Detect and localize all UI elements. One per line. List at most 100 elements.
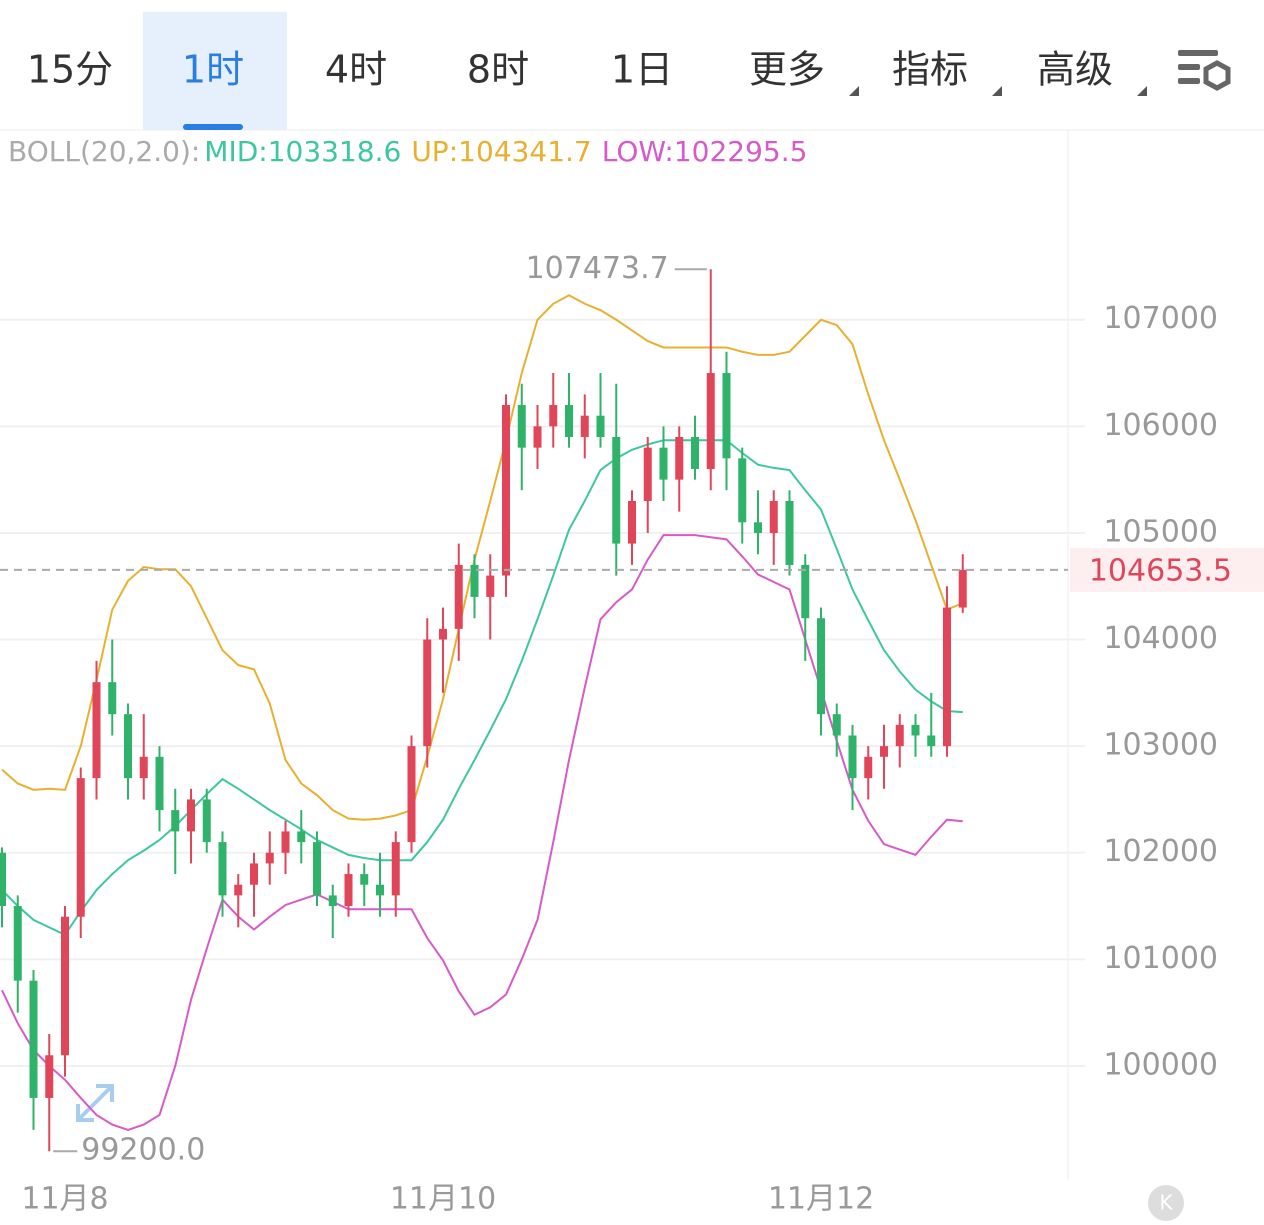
x-tick-label: 11月10 xyxy=(390,1182,496,1217)
candle-body xyxy=(848,735,857,779)
candle-body xyxy=(958,569,967,608)
tab[interactable]: 15分 xyxy=(27,48,113,92)
candle-body xyxy=(297,831,306,843)
candle-body xyxy=(911,724,920,736)
tab-indicator xyxy=(183,124,243,130)
candle-body xyxy=(124,714,132,779)
candle-body xyxy=(0,852,6,907)
y-tick-label: 103000 xyxy=(1103,728,1218,763)
y-tick-label: 105000 xyxy=(1103,514,1218,549)
candle-body xyxy=(927,735,936,747)
candle-body xyxy=(643,447,652,501)
candle-body xyxy=(391,842,400,896)
legend-entry: UP:104341.7 xyxy=(411,135,591,168)
candle-body xyxy=(612,437,621,544)
dropdown-caret xyxy=(992,86,1002,96)
candle-body xyxy=(313,842,321,896)
band-line xyxy=(1,439,963,937)
candle-body xyxy=(344,874,353,907)
y-tick-label: 106000 xyxy=(1103,408,1218,443)
candle-body xyxy=(628,500,636,544)
candle-body xyxy=(754,522,762,533)
candle-body xyxy=(580,415,589,438)
candle-body xyxy=(533,426,542,448)
candle-body xyxy=(943,607,951,747)
candle-body xyxy=(155,756,164,811)
candle-body xyxy=(218,842,227,896)
candle-body xyxy=(423,639,432,747)
candle-body xyxy=(895,724,904,747)
candle-body xyxy=(45,1055,54,1098)
candle-body xyxy=(675,437,684,480)
min-label: 99200.0 xyxy=(81,1133,205,1168)
settings-icon[interactable] xyxy=(1178,50,1231,91)
dropdown-caret xyxy=(1137,86,1147,96)
candle-body xyxy=(817,618,825,715)
band-line xyxy=(1,534,963,1131)
tab[interactable]: 1日 xyxy=(611,48,673,92)
tab[interactable]: 8时 xyxy=(467,48,529,92)
tab-selected-bg xyxy=(143,12,287,130)
candle-body xyxy=(360,874,369,885)
candle-body xyxy=(691,437,699,469)
tab[interactable]: 指标 xyxy=(892,48,968,92)
candle-body xyxy=(486,575,495,597)
candle-body xyxy=(502,405,510,576)
candle-body xyxy=(549,405,558,427)
scroll-end-icon: K xyxy=(1159,1191,1173,1215)
candle-body xyxy=(706,373,715,469)
candle-body xyxy=(722,373,731,459)
candle-body xyxy=(328,895,337,907)
indicator-legend: BOLL(20,2.0): MID:103318.6 UP:104341.7 LOW:… xyxy=(8,135,807,168)
candle-body xyxy=(785,500,794,565)
candle-body xyxy=(864,756,873,779)
candle-body xyxy=(61,916,69,1056)
candle-body xyxy=(13,906,22,981)
x-tick-label: 11月8 xyxy=(21,1182,108,1217)
y-tick-label: 100000 xyxy=(1103,1047,1218,1082)
candle-body xyxy=(565,405,573,438)
candle-body xyxy=(234,884,243,896)
candle-body xyxy=(596,415,605,438)
candle-body xyxy=(265,852,274,864)
legend-entry: MID:103318.6 xyxy=(204,135,401,168)
legend-entry: LOW:102295.5 xyxy=(602,135,808,168)
legend-entry: BOLL(20,2.0): xyxy=(8,135,200,168)
candle-body xyxy=(29,980,38,1098)
tab[interactable]: 1时 xyxy=(182,48,244,92)
candle-body xyxy=(202,799,211,843)
candle-body xyxy=(171,810,180,832)
last-price-label: 104653.5 xyxy=(1089,553,1232,588)
y-tick-label: 104000 xyxy=(1103,621,1218,656)
dropdown-caret xyxy=(849,86,859,96)
candle-body xyxy=(281,831,290,853)
candle-body xyxy=(439,628,447,640)
tab[interactable]: 更多 xyxy=(749,48,825,92)
tab[interactable]: 4时 xyxy=(325,48,387,92)
y-tick-label: 101000 xyxy=(1103,941,1218,976)
candle-body xyxy=(108,682,117,715)
y-tick-label: 107000 xyxy=(1103,301,1218,336)
candle-body xyxy=(92,682,101,779)
candle-body xyxy=(187,799,195,832)
candle-body xyxy=(250,863,258,885)
y-tick-label: 102000 xyxy=(1103,834,1218,869)
last-price-bg xyxy=(1070,547,1264,592)
candle-body xyxy=(407,746,416,843)
candle-body xyxy=(76,778,85,917)
max-label: 107473.7 xyxy=(526,251,669,286)
candle-body xyxy=(769,500,778,533)
candle-body xyxy=(376,884,384,896)
candle-body xyxy=(517,405,526,448)
x-tick-label: 11月12 xyxy=(768,1182,874,1217)
candle-body xyxy=(880,746,888,757)
scroll-end-button[interactable] xyxy=(1148,1185,1184,1221)
candle-body xyxy=(801,564,810,619)
tab[interactable]: 高级 xyxy=(1037,48,1113,92)
candle-body xyxy=(139,756,148,779)
candle-body xyxy=(738,458,747,523)
zoom-icon[interactable] xyxy=(76,1084,114,1122)
candle-body xyxy=(454,564,463,629)
